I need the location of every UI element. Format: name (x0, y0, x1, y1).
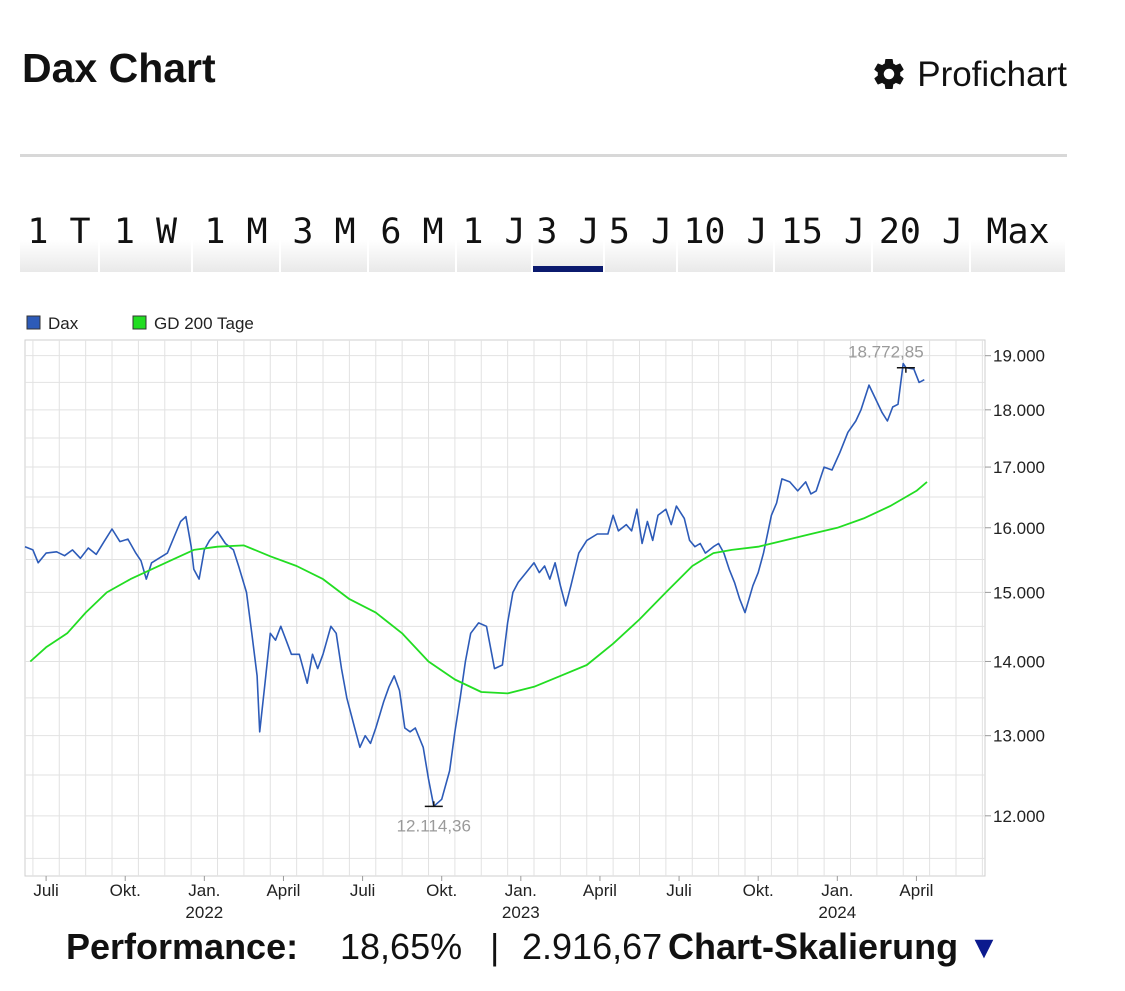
legend-gd200-label: GD 200 Tage (154, 314, 254, 333)
x-year-label: 2022 (185, 903, 223, 920)
profichart-link[interactable]: Profichart (871, 56, 1067, 92)
tab-10j[interactable]: 10 J (678, 192, 775, 272)
performance-percent: 18,65% (340, 926, 463, 967)
performance-footer: Performance: 18,65% | 2.916,67 Chart-Ska… (0, 918, 1125, 978)
y-tick-label: 16.000 (993, 519, 1045, 538)
tab-3m[interactable]: 3 M (281, 192, 369, 272)
y-tick-label: 17.000 (993, 458, 1045, 477)
min-annotation: 12.114,36 (397, 816, 471, 835)
x-tick-label: Jan. (188, 881, 220, 900)
y-tick-label: 13.000 (993, 727, 1045, 746)
plot-area (24, 339, 986, 877)
tab-5j[interactable]: 5 J (605, 192, 678, 272)
tab-1t[interactable]: 1 T (20, 192, 100, 272)
tab-max[interactable]: Max (971, 192, 1067, 272)
x-tick-label: April (266, 881, 300, 900)
tab-20j[interactable]: 20 J (873, 192, 971, 272)
profichart-label: Profichart (917, 54, 1067, 94)
page-title: Dax Chart (22, 45, 216, 91)
max-annotation: 18.772,85 (848, 343, 924, 362)
tab-1j[interactable]: 1 J (457, 192, 533, 272)
series-line-dax (24, 362, 925, 808)
header-divider (20, 154, 1067, 157)
tab-15j[interactable]: 15 J (775, 192, 873, 272)
triangle-down-icon: ▼ (968, 928, 1000, 965)
x-tick-label: Okt. (426, 881, 457, 900)
performance-separator: | (490, 926, 500, 967)
tab-1m[interactable]: 1 M (193, 192, 281, 272)
legend-dax-label: Dax (48, 314, 79, 333)
tab-3j[interactable]: 3 J (533, 192, 605, 272)
x-year-label: 2024 (818, 903, 856, 920)
chart-scaling-dropdown[interactable]: Chart-Skalierung ▼ (668, 926, 1000, 968)
x-tick-label: Juli (666, 881, 692, 900)
performance-absolute: 2.916,67 (522, 926, 663, 967)
x-tick-label: April (583, 881, 617, 900)
gear-icon (874, 58, 904, 89)
x-tick-label: Juli (33, 881, 59, 900)
legend-gd200-swatch (132, 315, 147, 330)
x-tick-label: April (899, 881, 933, 900)
x-tick-label: Jan. (821, 881, 853, 900)
y-tick-label: 14.000 (993, 652, 1045, 671)
x-tick-label: Juli (350, 881, 376, 900)
legend-dax-swatch (26, 315, 41, 330)
chart-scaling-label: Chart-Skalierung (668, 926, 959, 967)
y-tick-label: 15.000 (993, 583, 1045, 602)
y-tick-label: 18.000 (993, 401, 1045, 420)
tab-6m[interactable]: 6 M (369, 192, 457, 272)
y-tick-label: 12.000 (993, 807, 1045, 826)
performance-label: Performance: (66, 926, 299, 967)
x-year-label: 2023 (502, 903, 540, 920)
x-tick-label: Okt. (110, 881, 141, 900)
y-tick-label: 19.000 (993, 347, 1045, 366)
series-line-gd200 (29, 481, 928, 695)
dax-chart: 12.000 13.000 14.000 15.000 16.000 17.000 18.0… (24, 314, 1045, 920)
x-tick-label: Okt. (743, 881, 774, 900)
x-tick-label: Jan. (505, 881, 537, 900)
tab-1w[interactable]: 1 W (100, 192, 193, 272)
